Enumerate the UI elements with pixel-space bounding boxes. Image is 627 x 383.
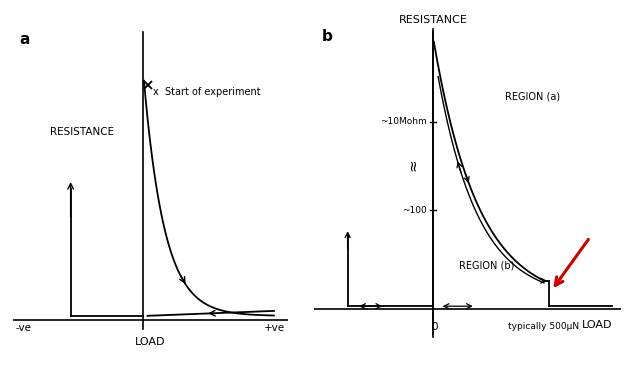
Text: RESISTANCE: RESISTANCE: [399, 15, 467, 25]
Text: typically 500μN: typically 500μN: [508, 322, 579, 331]
Text: ~10Mohm: ~10Mohm: [380, 117, 427, 126]
Text: x  Start of experiment: x Start of experiment: [154, 87, 261, 97]
Text: +ve: +ve: [265, 322, 285, 332]
Text: REGION (a): REGION (a): [505, 91, 560, 101]
Text: REGION (b): REGION (b): [458, 261, 514, 271]
Text: b: b: [322, 29, 333, 44]
Text: 0: 0: [431, 322, 438, 332]
Text: ≈: ≈: [405, 159, 420, 172]
Text: -ve: -ve: [16, 322, 31, 332]
Text: LOAD: LOAD: [582, 320, 612, 330]
Text: LOAD: LOAD: [135, 337, 166, 347]
Text: a: a: [20, 32, 30, 47]
Text: ~100: ~100: [403, 206, 427, 215]
Text: RESISTANCE: RESISTANCE: [50, 127, 114, 137]
